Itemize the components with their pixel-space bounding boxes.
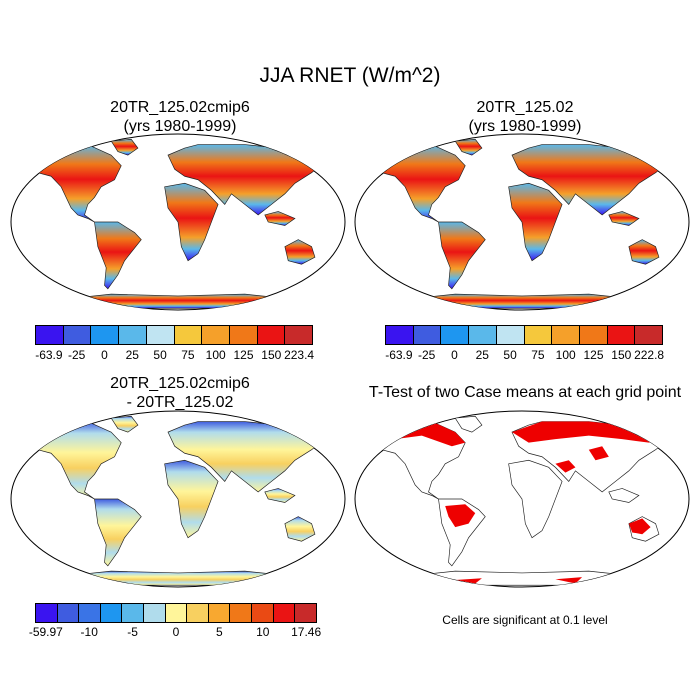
colorbar-b-label: -63.9	[385, 348, 413, 362]
colorbar-a-label: 50	[153, 348, 167, 362]
colorbar-b-label: 222.8	[634, 348, 665, 362]
colorbar-b-swatch	[607, 326, 636, 344]
colorbar-b-label: 150	[611, 348, 632, 362]
colorbar-a-swatch	[146, 326, 175, 344]
colorbar-b-label: 0	[451, 348, 458, 362]
colorbar-b-swatch	[496, 326, 525, 344]
colorbar-b-label: -25	[418, 348, 436, 362]
colorbar-c-label: -10	[80, 625, 98, 639]
colorbar-b-swatch	[386, 326, 414, 344]
colorbar-a-labels: -63.9 -25 0 25 50 75 100 125 150 223.4	[35, 348, 315, 364]
panel-a-years: (yrs 1980-1999)	[123, 118, 237, 135]
colorbar-b	[385, 325, 663, 345]
colorbar-b-swatch	[441, 326, 470, 344]
colorbar-b-swatch	[635, 326, 663, 344]
panel-d-title: T-Test of two Case means at each grid po…	[368, 384, 682, 401]
colorbar-b-swatch	[524, 326, 553, 344]
colorbar-c-swatch	[252, 604, 274, 622]
colorbar-c-swatch	[79, 604, 101, 622]
map-panel-b	[354, 133, 690, 311]
colorbar-a-label: -25	[68, 348, 86, 362]
colorbar-a-swatch	[119, 326, 147, 344]
colorbar-b-swatch	[413, 326, 442, 344]
colorbar-a-label: 25	[125, 348, 139, 362]
colorbar-b-labels: -63.9 -25 0 25 50 75 100 125 150 222.8	[385, 348, 665, 364]
colorbar-a-swatch	[174, 326, 203, 344]
colorbar-a-label: 125	[233, 348, 254, 362]
colorbar-c-swatch	[122, 604, 145, 622]
colorbar-c-label: 5	[216, 625, 223, 639]
colorbar-a-swatch	[257, 326, 286, 344]
colorbar-a-swatch	[36, 326, 64, 344]
panel-b-name: 20TR_125.02	[476, 99, 574, 116]
colorbar-a-label: 150	[261, 348, 282, 362]
colorbar-a-label: 223.4	[284, 348, 315, 362]
colorbar-c-swatch	[230, 604, 253, 622]
colorbar-c-swatch	[273, 604, 296, 622]
colorbar-c-swatch	[36, 604, 58, 622]
colorbar-a-swatch	[202, 326, 230, 344]
panel-c-subtitle: - 20TR_125.02	[126, 394, 234, 411]
map-panel-c	[10, 410, 346, 588]
colorbar-a-label: 75	[181, 348, 195, 362]
colorbar-c-swatch	[144, 604, 166, 622]
colorbar-c-labels: -59.97 -10 -5 0 5 10 17.46	[29, 625, 321, 641]
colorbar-b-label: 50	[503, 348, 517, 362]
colorbar-b-label: 100	[555, 348, 576, 362]
colorbar-a-swatch	[91, 326, 120, 344]
figure-title: JJA RNET (W/m^2)	[259, 64, 441, 87]
colorbar-b-swatch	[552, 326, 580, 344]
panel-b-years: (yrs 1980-1999)	[468, 118, 582, 135]
colorbar-a-label: 100	[205, 348, 226, 362]
colorbar-a	[35, 325, 313, 345]
colorbar-c-swatch	[57, 604, 80, 622]
colorbar-a-swatch	[63, 326, 92, 344]
colorbar-c-swatch	[295, 604, 316, 622]
colorbar-b-swatch	[469, 326, 497, 344]
colorbar-c-swatch	[100, 604, 123, 622]
panel-a-title: 20TR_125.02cmip6 (yrs 1980-1999)	[20, 98, 340, 136]
map-panel-d	[354, 410, 690, 588]
significance-note: Cells are significant at 0.1 level	[442, 613, 608, 627]
colorbar-a-swatch	[229, 326, 258, 344]
panel-c-name: 20TR_125.02cmip6	[110, 375, 250, 392]
map-panel-a	[10, 133, 346, 311]
colorbar-c-label: -59.97	[28, 625, 63, 639]
colorbar-b-swatch	[579, 326, 608, 344]
colorbar-a-label: -63.9	[35, 348, 63, 362]
colorbar-c-label: 10	[256, 625, 270, 639]
colorbar-a-label: 0	[101, 348, 108, 362]
colorbar-b-label: 75	[531, 348, 545, 362]
panel-c-title: 20TR_125.02cmip6 - 20TR_125.02	[20, 374, 340, 412]
colorbar-a-swatch	[285, 326, 313, 344]
colorbar-c	[35, 603, 317, 623]
colorbar-c-label: 17.46	[291, 625, 322, 639]
colorbar-c-swatch	[187, 604, 209, 622]
colorbar-b-label: 25	[475, 348, 489, 362]
colorbar-b-label: 125	[583, 348, 604, 362]
colorbar-c-swatch	[208, 604, 231, 622]
panel-a-name: 20TR_125.02cmip6	[110, 99, 250, 116]
colorbar-c-label: -5	[127, 625, 138, 639]
panel-b-title: 20TR_125.02 (yrs 1980-1999)	[355, 98, 695, 136]
colorbar-c-swatch	[165, 604, 188, 622]
colorbar-c-label: 0	[172, 625, 180, 639]
